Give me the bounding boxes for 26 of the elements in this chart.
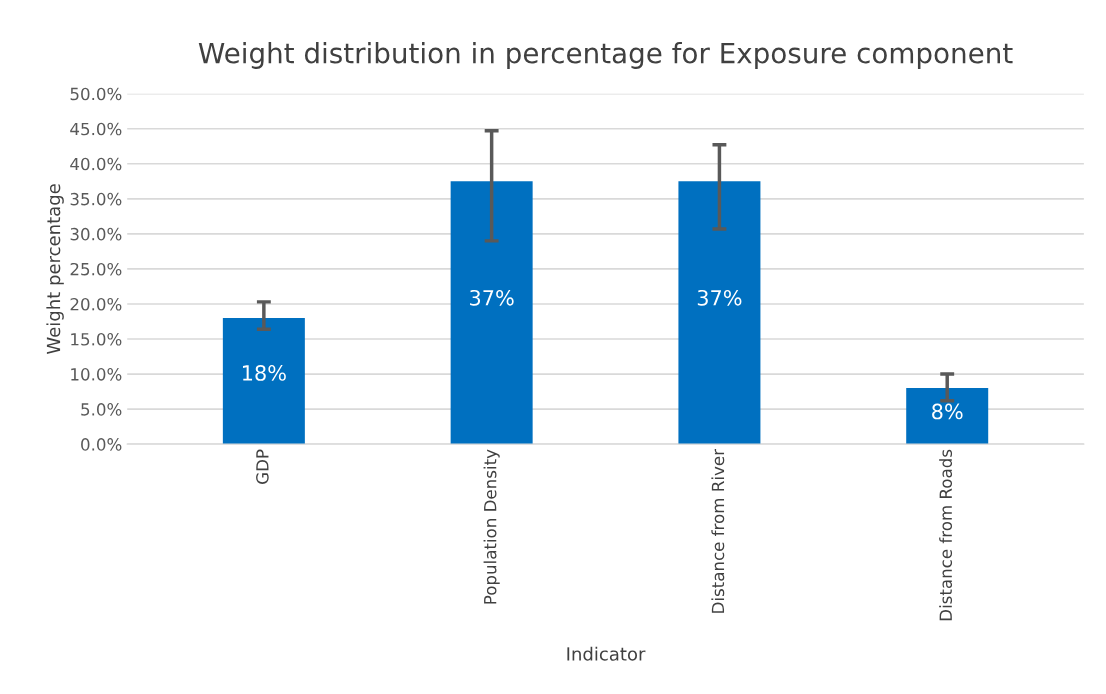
chart-title: Weight distribution in percentage for Exposure component — [198, 42, 1013, 69]
x-axis-title: Indicator — [567, 646, 646, 661]
y-tick-label: 0.0% — [81, 438, 122, 451]
data-label: 37% — [470, 289, 514, 306]
bar — [906, 388, 989, 445]
y-tick-label: 10.0% — [71, 368, 122, 381]
y-tick-label: 35.0% — [70, 192, 122, 206]
x-tick-label: Distance from Roads — [939, 449, 953, 621]
y-tick-label: 20.0% — [70, 297, 122, 311]
y-tick-label: 5.0% — [81, 403, 122, 416]
data-label: 37% — [697, 289, 742, 306]
y-axis-title: Weight percentage — [46, 184, 64, 355]
y-tick-label: 50.0% — [70, 87, 122, 101]
x-tick-label: Population Density — [483, 449, 500, 604]
x-tick-label: GDP — [256, 449, 269, 484]
x-tick-label: Distance from River — [711, 449, 725, 613]
data-label: 8% — [932, 403, 963, 420]
y-tick-label: 15.0% — [71, 332, 122, 346]
y-tick-label: 30.0% — [70, 227, 122, 241]
y-tick-label: 40.0% — [70, 157, 122, 171]
bar — [450, 181, 533, 445]
data-label: 18% — [243, 365, 286, 381]
y-tick-label: 45.0% — [70, 122, 122, 136]
bar — [678, 181, 761, 445]
bar — [222, 317, 305, 445]
y-tick-label: 25.0% — [70, 262, 122, 276]
